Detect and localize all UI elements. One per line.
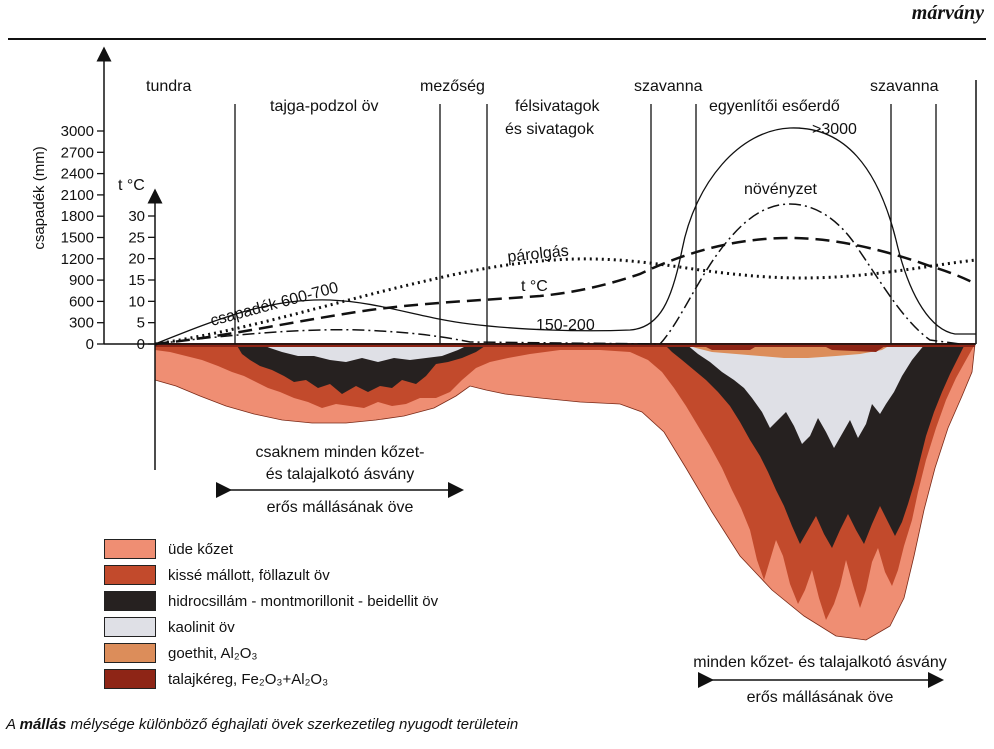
caption-suffix: mélysége különböző éghajlati övek szerke… (66, 716, 519, 733)
temp-tick-label: 30 (128, 208, 145, 225)
legend-swatch (104, 539, 156, 559)
zone-esoerdo-line1: egyenlítői esőerdő (709, 98, 840, 115)
legend-item: talajkéreg, Fe₂O₃+Al₂O₃ (104, 666, 438, 692)
precip-tick-label: 900 (69, 272, 94, 289)
annotation-right-line2: erős mállásának öve (747, 689, 894, 706)
temp-tick-label: 15 (128, 272, 145, 289)
temp-tick-label: 20 (128, 251, 145, 268)
precip-tick-label: 1800 (61, 208, 94, 225)
legend-label: talajkéreg, Fe₂O₃+Al₂O₃ (168, 670, 329, 688)
precip-tick-label: 2400 (61, 166, 94, 183)
climate-curves (154, 127, 977, 346)
soil-profile (154, 343, 976, 641)
temperature-curve (154, 236, 977, 346)
label-precip: csapadék 600-700 (209, 279, 341, 330)
precip-tick-label: 300 (69, 315, 94, 332)
zone-szavanna-right: szavanna (870, 78, 939, 95)
kaolinite-layer (260, 344, 925, 448)
precip-tick-label: 2700 (61, 144, 94, 161)
legend-item: goethit, Al₂O₃ (104, 640, 438, 666)
zone-esoerdo-line2: >3000 (812, 121, 857, 138)
soil-crust-layer (155, 343, 975, 352)
label-desert-precip: 150-200 (536, 317, 595, 334)
annotation-left-line3: erős mállásának öve (267, 499, 414, 516)
zone-felsivatag-line1: félsivatagok (515, 98, 600, 115)
precip-curve (154, 127, 976, 345)
annotations: csaknem minden kőzet- és talajalkotó ásv… (216, 444, 947, 706)
vegetation-curve (154, 203, 961, 345)
annotation-right-line1: minden kőzet- és talajalkotó ásvány (693, 654, 946, 671)
zone-labels: tundra tajga-podzol öv mezőség félsivata… (146, 78, 939, 138)
caption: A mállás mélysége különböző éghajlati öv… (6, 716, 518, 733)
precip-axis-label: csapadék (mm) (31, 146, 48, 249)
legend-label: goethit, Al₂O₃ (168, 644, 258, 662)
legend-swatch (104, 617, 156, 637)
legend: üde kőzet kissé mállott, föllazult öv hidr… (104, 536, 438, 692)
zone-felsivatag-line2: és sivatagok (505, 121, 595, 138)
zone-szavanna-left: szavanna (634, 78, 703, 95)
legend-label: üde kőzet (168, 540, 234, 558)
precip-tick-label: 0 (86, 336, 94, 353)
temp-tick-label: 5 (137, 315, 145, 332)
annotation-left-line2: és talajalkotó ásvány (266, 466, 415, 483)
temp-tick-label: 0 (137, 336, 145, 353)
header-title: márvány (911, 2, 984, 24)
zone-mezoseg: mezőség (420, 78, 485, 95)
precip-tick-label: 600 (69, 293, 94, 310)
legend-label: hidrocsillám - montmorillonit - beidelli… (168, 592, 439, 610)
temp-ticks: 30 25 20 15 10 5 0 (128, 208, 155, 353)
legend-label: kissé mállott, föllazult öv (168, 566, 330, 584)
precip-tick-label: 1200 (61, 251, 94, 268)
label-temperature: t °C (521, 278, 548, 295)
curve-labels: csapadék 600-700 párolgás t °C növényzet… (209, 181, 818, 334)
temp-tick-label: 25 (128, 229, 145, 246)
legend-item: hidrocsillám - montmorillonit - beidelli… (104, 588, 438, 614)
legend-label: kaolinit öv (168, 618, 235, 636)
precip-tick-label: 2100 (61, 187, 94, 204)
legend-swatch (104, 669, 156, 689)
precip-tick-label: 1500 (61, 230, 94, 247)
legend-swatch (104, 591, 156, 611)
temp-tick-label: 10 (128, 293, 145, 310)
temp-axis-label: t °C (118, 177, 145, 194)
zone-dividers (234, 104, 937, 344)
caption-prefix: A (6, 716, 20, 733)
label-evaporation: párolgás (507, 243, 570, 266)
label-vegetation: növényzet (744, 181, 817, 198)
legend-item: üde kőzet (104, 536, 438, 562)
legend-swatch (104, 643, 156, 663)
legend-swatch (104, 565, 156, 585)
caption-bold: mállás (19, 716, 67, 733)
zone-tundra: tundra (146, 78, 191, 95)
precip-tick-label: 3000 (61, 123, 94, 140)
legend-item: kissé mállott, föllazult öv (104, 562, 438, 588)
legend-item: kaolinit öv (104, 614, 438, 640)
zone-tajga: tajga-podzol öv (270, 98, 379, 115)
annotation-left-line1: csaknem minden kőzet- (256, 444, 425, 461)
